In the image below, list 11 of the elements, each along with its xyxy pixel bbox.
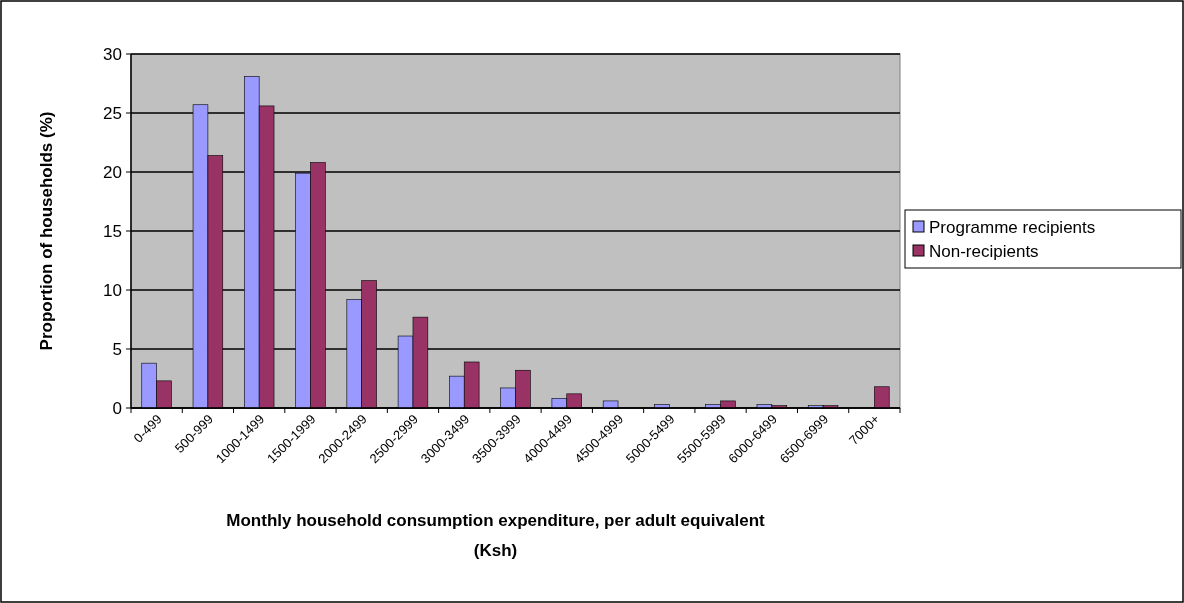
y-tick-label: 15 bbox=[103, 221, 122, 241]
y-tick-label: 20 bbox=[103, 162, 122, 182]
y-axis-title: Proportion of households (%) bbox=[37, 111, 56, 351]
y-tick-label: 0 bbox=[112, 398, 122, 418]
legend-label: Programme recipients bbox=[929, 217, 1096, 237]
y-tick-label: 5 bbox=[112, 339, 122, 359]
legend-label: Non-recipients bbox=[929, 241, 1039, 261]
y-tick-label: 25 bbox=[103, 103, 122, 123]
y-tick-label: 30 bbox=[103, 44, 122, 64]
y-tick-label: 10 bbox=[103, 280, 122, 300]
x-axis-title: Monthly household consumption expenditure, per adult equivalent (Ksh) bbox=[226, 511, 766, 560]
